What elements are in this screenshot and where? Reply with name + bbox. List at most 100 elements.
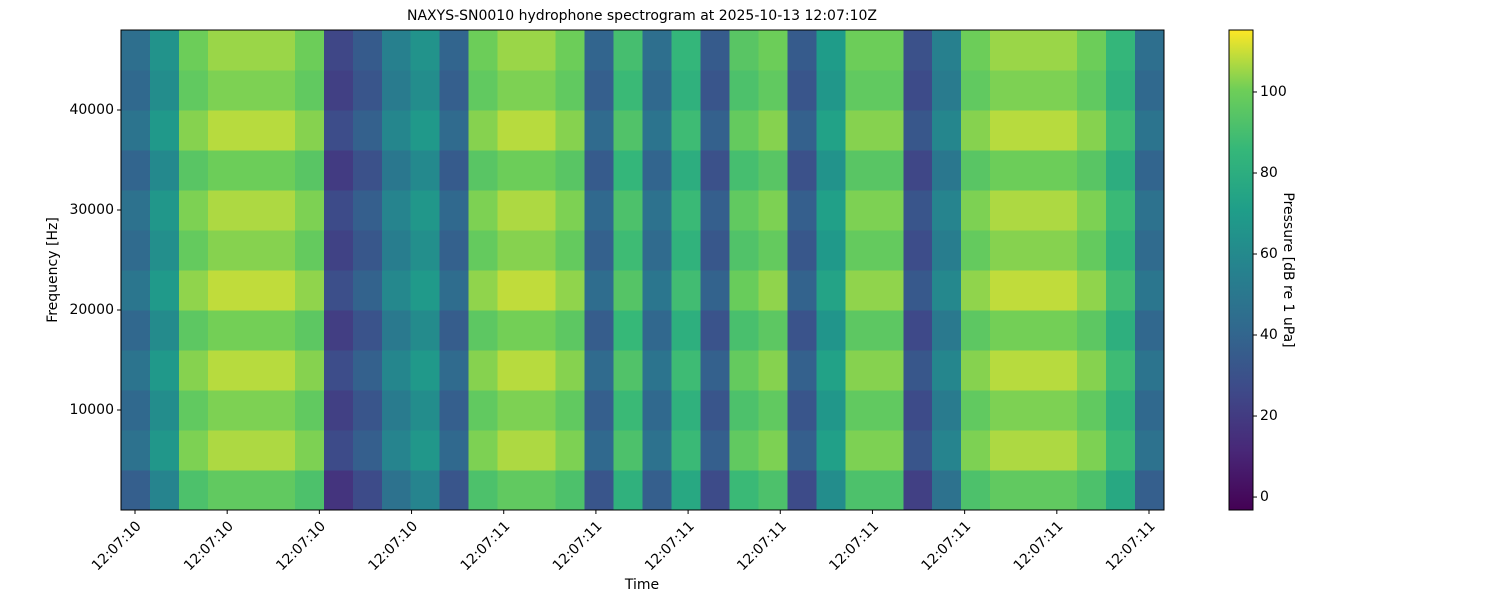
cell — [207, 190, 238, 231]
cell — [207, 110, 238, 151]
cell — [816, 150, 846, 191]
cell — [845, 230, 875, 271]
cell — [874, 190, 904, 231]
cell — [642, 230, 672, 271]
cell — [845, 70, 875, 111]
colorbar-tick-label: 0 — [1260, 489, 1269, 505]
cell — [1106, 430, 1136, 471]
cell — [700, 230, 730, 271]
cell — [294, 310, 325, 351]
cell — [121, 30, 151, 71]
cell — [700, 70, 730, 111]
cell — [294, 190, 325, 231]
cell — [121, 350, 151, 391]
cell — [758, 310, 788, 351]
x-tick-label: 12:07:11 — [458, 518, 514, 574]
cell — [932, 110, 962, 151]
cell — [932, 190, 962, 231]
cell — [1019, 310, 1049, 351]
cell — [439, 430, 470, 471]
cell — [787, 270, 817, 311]
cell — [1048, 70, 1078, 111]
cell — [671, 230, 701, 271]
cell — [1048, 270, 1078, 311]
cell — [1135, 230, 1165, 271]
cell — [497, 230, 528, 271]
cell — [555, 350, 586, 391]
cell — [555, 110, 586, 151]
cell — [932, 310, 962, 351]
cell — [613, 230, 643, 271]
cell — [352, 30, 383, 71]
cell — [236, 430, 267, 471]
y-tick-label: 40000 — [69, 102, 114, 118]
cell — [526, 310, 557, 351]
cell — [613, 470, 643, 511]
cell — [932, 30, 962, 71]
cell — [671, 470, 701, 511]
cell — [352, 190, 383, 231]
y-tick-label: 30000 — [69, 202, 114, 218]
cell — [323, 310, 354, 351]
cell — [903, 190, 933, 231]
cell — [1077, 470, 1107, 511]
cell — [497, 430, 528, 471]
cell — [613, 110, 643, 151]
cell — [468, 270, 499, 311]
cell — [555, 430, 586, 471]
cell — [787, 190, 817, 231]
cell — [497, 470, 528, 511]
cell — [265, 390, 296, 431]
cell — [671, 350, 701, 391]
cell — [671, 390, 701, 431]
cell — [1019, 470, 1049, 511]
cell — [642, 310, 672, 351]
cell — [990, 390, 1020, 431]
cell — [149, 270, 180, 311]
cell — [845, 110, 875, 151]
cell — [642, 110, 672, 151]
cell — [265, 310, 296, 351]
cell — [961, 190, 991, 231]
cell — [149, 110, 180, 151]
cell — [1077, 310, 1107, 351]
cell — [903, 110, 933, 151]
cell — [439, 30, 470, 71]
cell — [1135, 70, 1165, 111]
cell — [584, 110, 615, 151]
cell — [207, 150, 238, 191]
cell — [323, 270, 354, 311]
cell — [149, 310, 180, 351]
cell — [845, 30, 875, 71]
cell — [816, 270, 846, 311]
cell — [410, 110, 441, 151]
cell — [555, 390, 586, 431]
cell — [584, 30, 615, 71]
cell — [178, 30, 209, 71]
cell — [613, 70, 643, 111]
cell — [410, 30, 441, 71]
cell — [149, 190, 180, 231]
cell — [845, 390, 875, 431]
cell — [1106, 270, 1136, 311]
cell — [294, 270, 325, 311]
cell — [439, 230, 470, 271]
cell — [787, 110, 817, 151]
cell — [497, 270, 528, 311]
cell — [1077, 350, 1107, 391]
cell — [555, 230, 586, 271]
cell — [990, 310, 1020, 351]
cell — [468, 430, 499, 471]
cell — [410, 270, 441, 311]
cell — [787, 30, 817, 71]
cell — [468, 470, 499, 511]
cell — [497, 70, 528, 111]
cell — [1077, 190, 1107, 231]
cell — [207, 390, 238, 431]
cell — [352, 70, 383, 111]
cell — [816, 310, 846, 351]
cell — [990, 470, 1020, 511]
cell — [381, 150, 412, 191]
cell — [294, 110, 325, 151]
cell — [352, 110, 383, 151]
